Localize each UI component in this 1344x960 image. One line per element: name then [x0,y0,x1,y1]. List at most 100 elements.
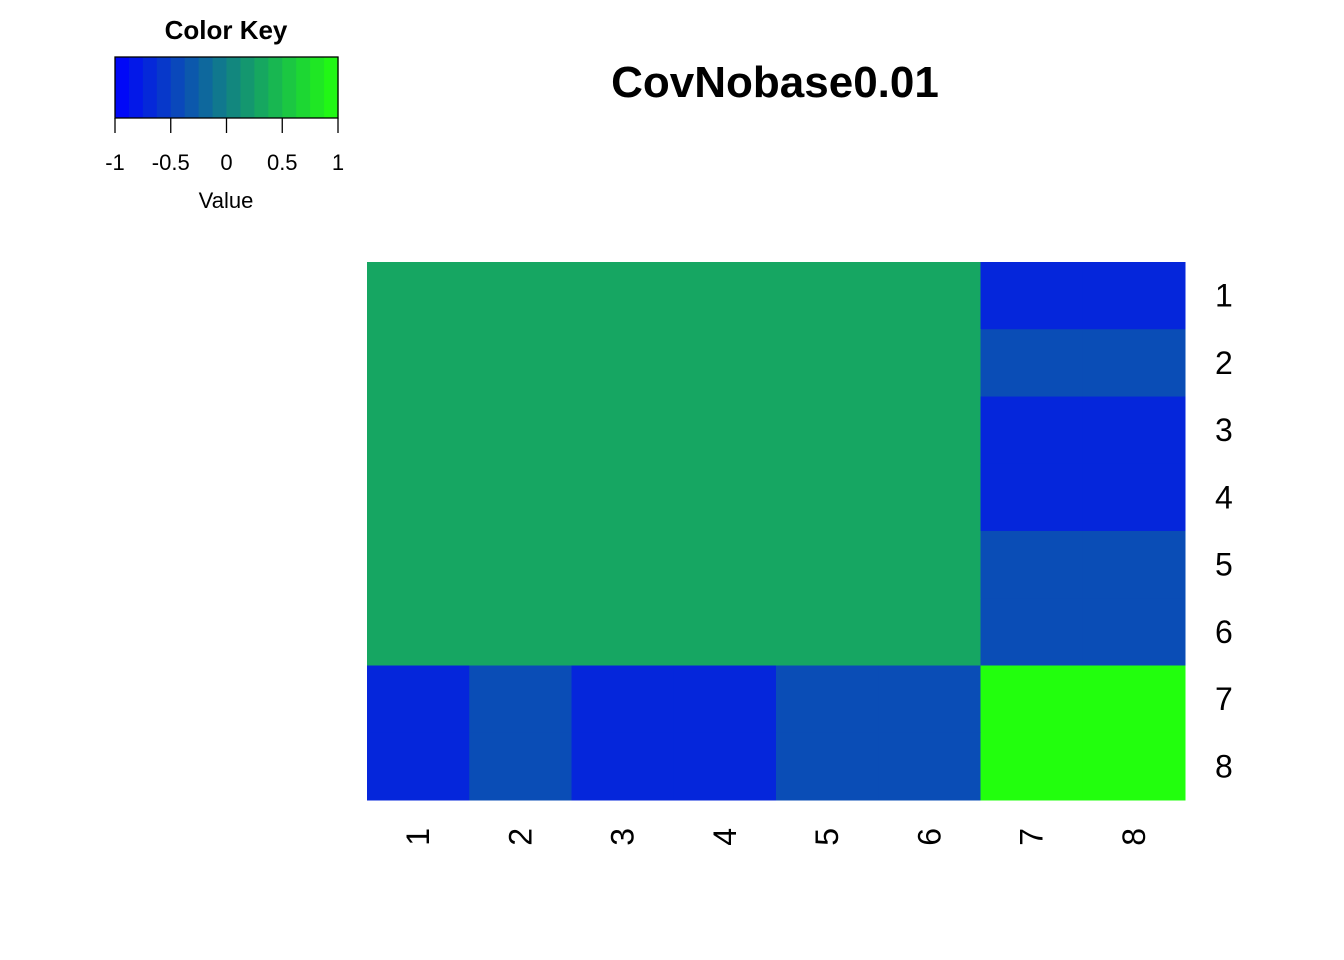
color-key-bin [282,57,297,118]
column-label: 2 [502,828,538,846]
heatmap-cell [980,329,1084,397]
heatmap-cell [878,463,981,532]
heatmap-cell [776,262,879,330]
heatmap-cell [469,598,572,666]
heatmap-cell [980,732,1084,801]
heatmap-cell [673,598,777,666]
heatmap-cell [980,396,1084,465]
heatmap-cell [878,329,981,397]
heatmap-cell [1082,329,1186,397]
heatmap-cell [878,396,981,465]
heatmap-cell [673,329,777,397]
heatmap-cell [1082,463,1186,532]
color-key-title: Color Key [165,15,288,45]
color-key-tick-label: 0 [220,150,232,175]
column-label: 3 [605,828,641,846]
heatmap-cell [571,598,675,666]
heatmap-cell [1082,598,1186,666]
heatmap-cell [571,732,675,801]
color-key-bin [170,57,186,118]
color-key-bin [212,57,228,118]
heatmap-cell [367,396,470,465]
color-key-tick-label: 0.5 [267,150,298,175]
heatmap-cell [367,329,470,397]
heatmap-cell [776,463,879,532]
heatmap-cell [980,531,1084,599]
color-key-axis: -1 -0.5 0 0.5 1 [105,118,344,175]
color-key-tick-label: -1 [105,150,125,175]
heatmap-cell [469,396,572,465]
color-key-bin [296,57,311,118]
heatmap-cell [469,262,572,330]
heatmap-cell [776,665,879,734]
color-key-bin [254,57,269,118]
column-label: 4 [707,828,743,846]
row-label: 6 [1215,614,1233,650]
heatmap-cell [776,396,879,465]
heatmap-cell [1082,396,1186,465]
heatmap-cell [980,598,1084,666]
row-label: 2 [1215,345,1233,381]
heatmap-cell [1082,732,1186,801]
heatmap-cell [367,732,470,801]
heatmap-cell [980,665,1084,734]
row-label: 4 [1215,479,1233,515]
row-label: 1 [1215,278,1233,314]
color-key-value-label: Value [199,188,254,213]
heatmap-cell [571,262,675,330]
heatmap-cell [367,531,470,599]
heatmap-cell [571,329,675,397]
column-label: 6 [911,828,947,846]
color-key-tick-label: 1 [332,150,344,175]
heatmap-cell [367,262,470,330]
heatmap-cell [878,262,981,330]
heatmap-cell [776,531,879,599]
heatmap-cell [878,598,981,666]
row-label: 8 [1215,748,1233,784]
row-labels: 1 2 3 4 5 6 7 8 [1215,278,1233,785]
color-key-bin [240,57,255,118]
heatmap-cell [571,396,675,465]
heatmap-cell [469,732,572,801]
heatmap-cell [571,531,675,599]
color-key-bin [324,57,339,118]
color-key-bin [142,57,158,118]
heatmap-cell [367,598,470,666]
heatmap-cell [673,463,777,532]
heatmap-cell [776,598,879,666]
heatmap-cell [367,463,470,532]
heatmap-cell [980,262,1084,330]
color-key-bin [226,57,242,118]
color-key-bin [156,57,172,118]
heatmap-cell [776,732,879,801]
chart-title: CovNobase0.01 [611,58,939,107]
heatmap-cell [776,329,879,397]
heatmap-cell [571,665,675,734]
row-label: 5 [1215,547,1233,583]
heatmap-cell [673,531,777,599]
heatmap-cell [673,262,777,330]
color-key-bin [268,57,283,118]
heatmap-cell [878,665,981,734]
column-labels: 1 2 3 4 5 6 7 8 [400,828,1152,846]
heatmap-cells [367,262,1186,801]
heatmap-cell [469,463,572,532]
heatmap-cell [878,531,981,599]
column-label: 7 [1014,828,1050,846]
heatmap-cell [1082,531,1186,599]
heatmap-cell [673,396,777,465]
heatmap-cell [469,665,572,734]
heatmap-cell [673,665,777,734]
heatmap-cell [1082,262,1186,330]
color-key-tick-label: -0.5 [152,150,190,175]
column-label: 1 [400,828,436,846]
heatmap-cell [571,463,675,532]
color-key-bin [115,57,130,118]
row-label: 7 [1215,681,1233,717]
color-key-bin [310,57,325,118]
heatmap-cell [980,463,1084,532]
color-key-bin [184,57,200,118]
row-label: 3 [1215,412,1233,448]
column-label: 8 [1116,828,1152,846]
